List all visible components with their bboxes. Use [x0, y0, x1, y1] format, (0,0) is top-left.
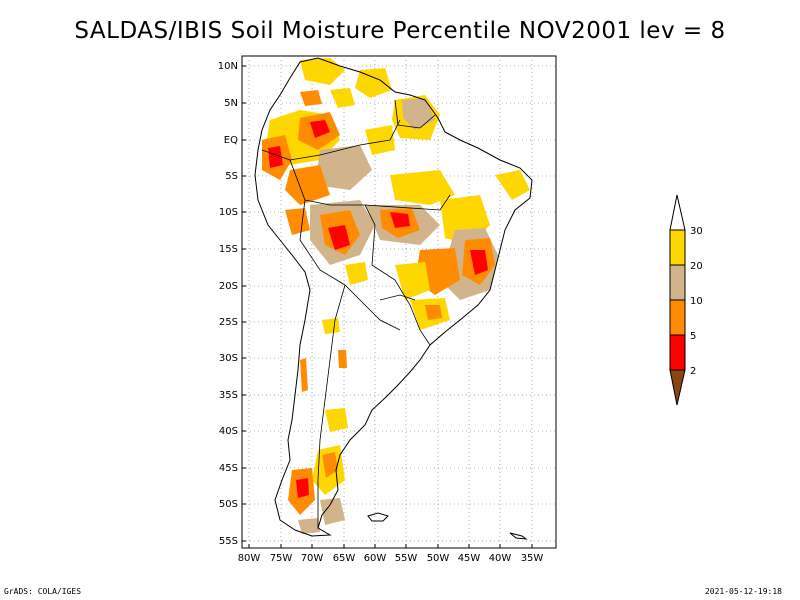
lon-tick-label: 50W: [427, 553, 450, 564]
lat-tick-label: 55S: [219, 536, 238, 547]
longitude-axis: 80W 75W 70W 65W 60W 55W 50W 45W 40W 35W: [238, 544, 544, 564]
legend-swatch-20: [669, 264, 686, 301]
lat-tick-label: 15S: [219, 244, 238, 255]
country-borders: [261, 99, 451, 528]
lat-tick-label: 5S: [225, 171, 238, 182]
coastline: [254, 57, 533, 537]
lon-tick-label: 40W: [489, 553, 512, 564]
legend-top-arrow: [669, 194, 686, 231]
lat-tick-label: 10S: [219, 207, 238, 218]
legend-label-2: 2: [690, 366, 696, 377]
lat-tick-label: 50S: [219, 499, 238, 510]
lat-tick-label: 5N: [224, 98, 238, 109]
map-title: SALDAS/IBIS Soil Moisture Percentile NOV…: [74, 18, 726, 44]
footer-credit: GrADS: COLA/IGES: [4, 587, 82, 596]
footer-timestamp: 2021-05-12-19:18: [704, 587, 782, 596]
legend-swatch-10: [669, 299, 686, 336]
lat-tick-label: 45S: [219, 463, 238, 474]
latitude-axis: 10N 5N EQ 5S 10S 15S 20S 25S 30S 35S 40S 45S 50S 55S: [218, 61, 246, 547]
lon-tick-label: 55W: [395, 553, 418, 564]
lon-tick-label: 75W: [270, 553, 293, 564]
legend-colorbar: 30 20 10 5 2: [669, 194, 703, 406]
lat-tick-label: 10N: [218, 61, 238, 72]
lat-tick-label: EQ: [224, 135, 238, 146]
lon-tick-label: 65W: [333, 553, 356, 564]
lon-tick-label: 35W: [521, 553, 544, 564]
lat-tick-label: 30S: [219, 353, 238, 364]
lat-tick-label: 35S: [219, 390, 238, 401]
lat-tick-label: 25S: [219, 317, 238, 328]
legend-label-5: 5: [690, 331, 696, 342]
lon-tick-label: 60W: [364, 553, 387, 564]
legend-bottom-arrow: [669, 369, 686, 406]
legend-label-10: 10: [690, 296, 703, 307]
legend-swatch-30: [669, 229, 686, 266]
legend-label-20: 20: [690, 261, 703, 272]
south-georgia-island: [509, 532, 528, 540]
legend-swatch-5: [669, 334, 686, 371]
lat-tick-label: 20S: [219, 281, 238, 292]
lon-tick-label: 70W: [301, 553, 324, 564]
falkland-islands: [367, 512, 389, 522]
lon-tick-label: 45W: [458, 553, 481, 564]
lat-tick-label: 40S: [219, 426, 238, 437]
lon-tick-label: 80W: [238, 553, 261, 564]
legend-label-30: 30: [690, 226, 703, 237]
